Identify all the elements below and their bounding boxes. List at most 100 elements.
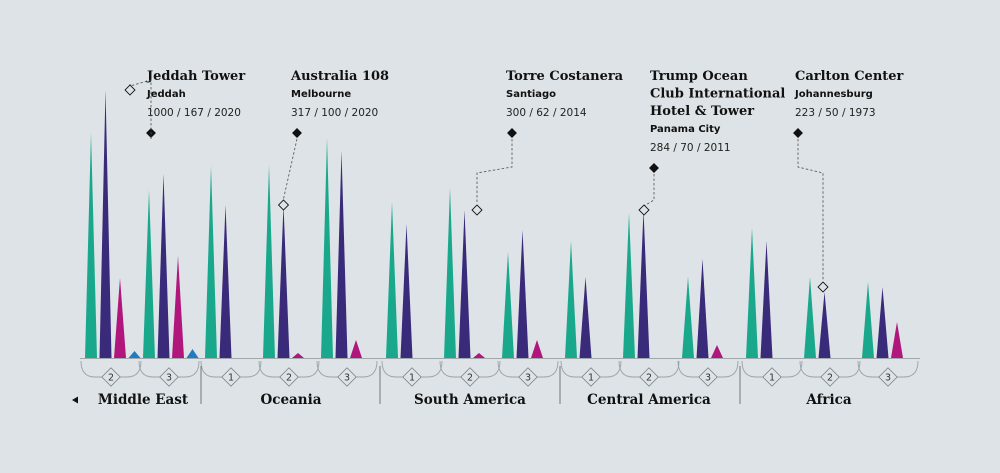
slot-diamond bbox=[820, 367, 840, 387]
spike-africa-3-magenta bbox=[891, 322, 903, 358]
spike-africa-2-navy bbox=[818, 292, 831, 358]
spike-central-america-1-navy bbox=[579, 277, 592, 358]
spike-central-america-3-magenta bbox=[711, 345, 723, 358]
tip-marker bbox=[471, 204, 483, 216]
spike-south-america-3-navy bbox=[516, 230, 529, 358]
slot-number: 2 bbox=[108, 373, 114, 384]
annotation-title: Trump Ocean bbox=[650, 69, 748, 84]
slot-number: 1 bbox=[769, 373, 775, 384]
slot-diamond bbox=[159, 367, 179, 387]
spike-central-america-1-teal bbox=[565, 241, 577, 358]
region-label: South America bbox=[414, 392, 526, 408]
tip-marker bbox=[277, 199, 290, 211]
annotation-title: Club International bbox=[650, 87, 785, 102]
spike-middle-east-2-magenta bbox=[114, 278, 126, 358]
region-label: Central America bbox=[587, 392, 711, 408]
spike-central-america-2-navy bbox=[637, 210, 650, 358]
slot-number: 2 bbox=[467, 373, 473, 384]
spike-south-america-3-teal bbox=[502, 252, 514, 358]
slot-number: 3 bbox=[885, 373, 891, 384]
annotation-city: Johannesburg bbox=[794, 89, 873, 100]
spike-middle-east-3-teal bbox=[143, 190, 155, 358]
spike-south-america-2-navy bbox=[458, 210, 471, 358]
slot-number: 3 bbox=[525, 373, 531, 384]
leader-diamond bbox=[793, 128, 803, 138]
slot-diamond bbox=[460, 367, 480, 387]
tip-marker bbox=[638, 204, 650, 216]
spike-south-america-2-teal bbox=[444, 188, 456, 358]
slot-diamond bbox=[878, 367, 898, 387]
spike-central-america-3-navy bbox=[696, 259, 709, 358]
spike-middle-east-3-navy bbox=[157, 174, 170, 358]
slot-diamond bbox=[698, 367, 718, 387]
slot-diamond bbox=[639, 367, 659, 387]
leader-diamond bbox=[507, 128, 517, 138]
slot-diamond bbox=[101, 367, 121, 387]
tip-marker bbox=[124, 84, 136, 96]
leader-line bbox=[283, 138, 298, 200]
region-label: Middle East bbox=[98, 392, 189, 408]
spike-oceania-3-navy bbox=[335, 151, 348, 358]
annotation-stats: 223 / 50 / 1973 bbox=[795, 107, 876, 119]
spike-middle-east-2-teal bbox=[85, 133, 97, 358]
leader-diamond bbox=[649, 163, 659, 173]
slot-diamond bbox=[402, 367, 422, 387]
spike-oceania-3-magenta bbox=[350, 340, 362, 358]
slot-diamond bbox=[518, 367, 538, 387]
annotation-city: Santiago bbox=[506, 89, 556, 100]
spike-africa-3-teal bbox=[862, 282, 874, 358]
leader-line bbox=[643, 174, 655, 207]
tip-marker bbox=[817, 281, 829, 293]
spike-oceania-1-navy bbox=[219, 205, 232, 358]
annotation-city: Melbourne bbox=[291, 89, 351, 100]
spike-south-america-3-magenta bbox=[531, 340, 543, 358]
annotation-stats: 284 / 70 / 2011 bbox=[650, 142, 731, 154]
slot-number: 2 bbox=[646, 373, 652, 384]
spike-oceania-3-teal bbox=[321, 138, 333, 358]
annotation-city: Panama City bbox=[650, 124, 721, 135]
slot-number: 3 bbox=[344, 373, 350, 384]
slot-number: 2 bbox=[827, 373, 833, 384]
spike-south-america-2-magenta bbox=[473, 353, 485, 358]
leader-line bbox=[797, 139, 824, 281]
slot-diamond bbox=[337, 367, 357, 387]
region-label: Oceania bbox=[260, 392, 321, 408]
annotation-title: Australia 108 bbox=[290, 69, 389, 84]
leader-diamond bbox=[292, 128, 302, 138]
spike-oceania-2-teal bbox=[263, 165, 275, 358]
slot-number: 1 bbox=[409, 373, 415, 384]
slot-diamond bbox=[762, 367, 782, 387]
annotation-title: Carlton Center bbox=[795, 69, 904, 84]
slot-number: 1 bbox=[588, 373, 594, 384]
spike-middle-east-2-blue bbox=[128, 351, 141, 358]
annotation-stats: 1000 / 167 / 2020 bbox=[147, 107, 241, 119]
spike-oceania-2-magenta bbox=[292, 353, 304, 358]
spike-south-america-1-teal bbox=[386, 202, 398, 358]
slot-diamond bbox=[279, 367, 299, 387]
spike-middle-east-3-magenta bbox=[172, 256, 184, 358]
annotation-stats: 300 / 62 / 2014 bbox=[506, 107, 587, 119]
spike-africa-1-navy bbox=[760, 241, 773, 358]
slot-number: 3 bbox=[166, 373, 172, 384]
slot-diamond bbox=[581, 367, 601, 387]
spike-oceania-1-teal bbox=[205, 166, 217, 358]
spike-africa-1-teal bbox=[746, 228, 758, 358]
region-label: Africa bbox=[805, 392, 852, 408]
spike-central-america-2-teal bbox=[623, 213, 635, 358]
spike-central-america-3-teal bbox=[682, 277, 694, 358]
leader-line bbox=[476, 139, 513, 204]
slot-number: 3 bbox=[705, 373, 711, 384]
spike-middle-east-3-blue bbox=[186, 349, 199, 358]
slot-diamond bbox=[221, 367, 241, 387]
spike-oceania-2-navy bbox=[277, 205, 290, 358]
annotation-title: Torre Costanera bbox=[506, 69, 624, 84]
slot-number: 1 bbox=[228, 373, 234, 384]
spike-africa-2-teal bbox=[804, 277, 816, 358]
annotation-stats: 317 / 100 / 2020 bbox=[291, 107, 378, 119]
annotation-city: Jeddah bbox=[146, 89, 186, 100]
slot-number: 2 bbox=[286, 373, 292, 384]
spike-south-america-1-navy bbox=[400, 224, 413, 358]
spike-middle-east-2-navy bbox=[99, 90, 112, 358]
annotation-title: Hotel & Tower bbox=[650, 104, 754, 119]
